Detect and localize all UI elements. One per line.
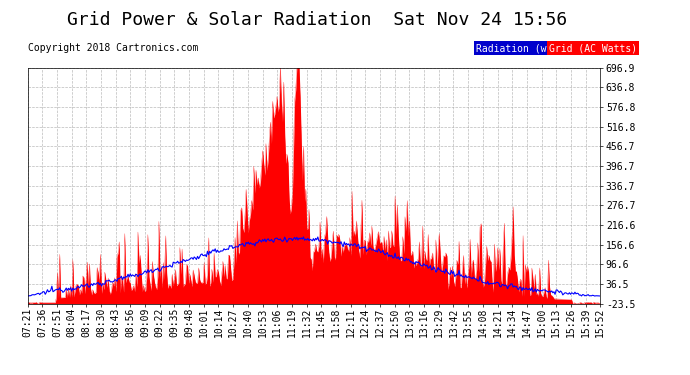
Text: Copyright 2018 Cartronics.com: Copyright 2018 Cartronics.com <box>28 43 198 53</box>
Text: Grid Power & Solar Radiation  Sat Nov 24 15:56: Grid Power & Solar Radiation Sat Nov 24 … <box>68 11 568 29</box>
Text: Grid (AC Watts): Grid (AC Watts) <box>549 43 637 53</box>
Text: Radiation (w/m2): Radiation (w/m2) <box>476 43 570 53</box>
